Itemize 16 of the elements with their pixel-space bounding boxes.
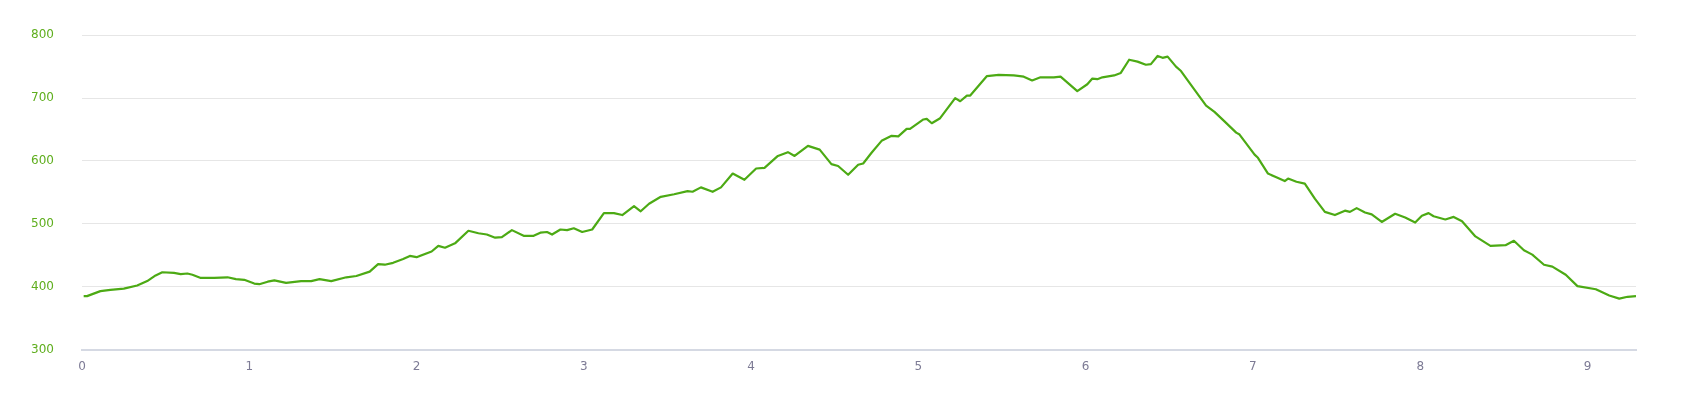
y-tick-label: 700 [31, 90, 54, 105]
x-tick-label: 6 [1081, 358, 1090, 373]
x-tick-label: 9 [1583, 358, 1592, 373]
y-tick-label: 300 [31, 341, 54, 356]
x-tick-label: 0 [78, 358, 86, 373]
x-tick-label: 3 [580, 358, 588, 373]
y-tick-label: 400 [31, 278, 54, 293]
x-tick-label: 7 [1249, 358, 1257, 373]
x-tick-label: 1 [245, 358, 254, 373]
x-tick-label: 8 [1416, 358, 1425, 373]
y-tick-label: 600 [31, 153, 54, 168]
y-tick-label: 500 [31, 215, 54, 230]
x-tick-label: 2 [412, 358, 421, 373]
x-tick-label: 5 [914, 358, 923, 373]
x-tick-label: 4 [747, 358, 755, 373]
y-tick-label: 800 [31, 27, 54, 42]
